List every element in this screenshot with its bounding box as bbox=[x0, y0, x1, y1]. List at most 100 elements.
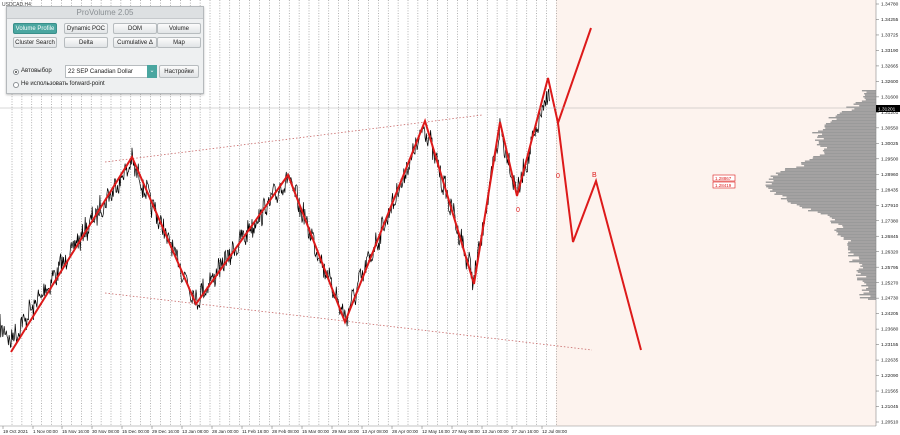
x-tick-label: 27 May 08:00 bbox=[452, 429, 480, 434]
y-tick-label: 1.27380 bbox=[881, 218, 899, 224]
channel-lines bbox=[104, 114, 593, 351]
profile-bar bbox=[818, 130, 876, 132]
y-tick-label: 1.34255 bbox=[881, 17, 899, 23]
current-price-label: 1.31201 bbox=[878, 107, 896, 113]
profile-bar bbox=[820, 145, 876, 147]
profile-bar bbox=[848, 255, 876, 257]
profile-bar bbox=[812, 157, 876, 159]
chart-symbol-label: USDCAD,H4 bbox=[2, 2, 31, 8]
profile-bar bbox=[864, 282, 876, 284]
x-tick-label: 27 Jun 16:00 bbox=[512, 429, 539, 434]
profile-bar bbox=[835, 115, 876, 117]
chevron-down-icon[interactable]: ⌄ bbox=[147, 65, 157, 78]
profile-bar bbox=[824, 153, 876, 155]
profile-bar bbox=[861, 90, 876, 92]
upper-channel-line bbox=[104, 114, 483, 163]
panel-button-5[interactable]: Delta bbox=[64, 37, 108, 48]
profile-bar bbox=[839, 112, 876, 114]
profile-bar bbox=[808, 210, 876, 212]
wave-label: 0 bbox=[516, 207, 520, 214]
profile-bar bbox=[838, 232, 876, 234]
profile-bar bbox=[870, 295, 876, 297]
y-tick-label: 1.32600 bbox=[881, 79, 899, 85]
lower-channel-line bbox=[104, 292, 593, 351]
y-tick-label: 1.27910 bbox=[881, 203, 899, 209]
profile-bar bbox=[866, 288, 876, 290]
price-axis[interactable] bbox=[876, 0, 900, 435]
y-tick-label: 1.23155 bbox=[881, 342, 899, 348]
panel-button-1[interactable]: Dynamic POC bbox=[64, 23, 108, 34]
profile-bar bbox=[866, 283, 876, 285]
panel-button-0[interactable]: Volume Profile bbox=[13, 23, 57, 34]
settings-button[interactable]: Настройки bbox=[159, 65, 199, 78]
profile-bar bbox=[786, 199, 876, 201]
profile-bar bbox=[836, 231, 876, 233]
panel-button-7[interactable]: Map bbox=[157, 37, 201, 48]
profile-bar bbox=[859, 105, 876, 107]
y-tick-label: 1.23680 bbox=[881, 327, 899, 333]
y-tick-label: 1.25795 bbox=[881, 265, 899, 271]
panel-button-6[interactable]: Cumulative Δ bbox=[113, 37, 157, 48]
profile-bar bbox=[834, 229, 876, 231]
profile-bar bbox=[869, 291, 876, 293]
profile-bar bbox=[824, 124, 876, 126]
profile-bar bbox=[847, 247, 876, 249]
profile-bar bbox=[854, 108, 876, 110]
y-tick-label: 1.22090 bbox=[881, 373, 899, 379]
profile-bar bbox=[843, 226, 876, 228]
y-tick-label: 1.21565 bbox=[881, 389, 899, 395]
profile-bar bbox=[831, 222, 876, 224]
y-tick-label: 1.31600 bbox=[881, 94, 899, 100]
profile-bar bbox=[771, 183, 876, 185]
profile-bar bbox=[842, 225, 876, 227]
profile-bar bbox=[864, 97, 876, 99]
y-tick-label: 1.28435 bbox=[881, 187, 899, 193]
profile-bar bbox=[848, 252, 876, 254]
profile-level-boxes: 1.28867 1.28419 bbox=[712, 174, 736, 189]
panel-title[interactable]: ProVolume 2.05 bbox=[7, 7, 203, 19]
profile-level-label: 1.28867 bbox=[715, 176, 732, 181]
profile-bar bbox=[831, 120, 876, 122]
provolume-panel: ProVolume 2.05 Volume Profile Dynamic POC… bbox=[6, 6, 204, 94]
profile-bar bbox=[853, 103, 876, 105]
panel-button-4[interactable]: Cluster Search bbox=[13, 37, 57, 48]
contract-select[interactable]: 22 SEP Canadian Dollar bbox=[65, 65, 157, 78]
profile-bar bbox=[820, 213, 876, 215]
zigzag-wave-line bbox=[10, 27, 592, 353]
profile-bar bbox=[813, 156, 876, 158]
profile-bar bbox=[861, 289, 876, 291]
panel-button-2[interactable]: DOM bbox=[113, 23, 157, 34]
profile-bar bbox=[861, 100, 876, 102]
profile-bar bbox=[784, 169, 876, 171]
profile-bar bbox=[865, 99, 876, 101]
y-tick-label: 1.26845 bbox=[881, 234, 899, 240]
profile-bar bbox=[775, 192, 876, 194]
profile-bar bbox=[768, 187, 876, 189]
y-tick-label: 1.30025 bbox=[881, 141, 899, 147]
profile-bar bbox=[862, 264, 876, 266]
profile-bar bbox=[857, 277, 876, 279]
y-tick-label: 1.29500 bbox=[881, 156, 899, 162]
y-tick-label: 1.34780 bbox=[881, 2, 899, 8]
profile-bar bbox=[850, 250, 876, 252]
x-tick-label: 15 Nov 16:00 bbox=[62, 429, 90, 434]
profile-bar bbox=[824, 148, 876, 150]
profile-bar bbox=[856, 274, 876, 276]
panel-button-3[interactable]: Volume bbox=[157, 23, 201, 34]
profile-bar bbox=[853, 253, 876, 255]
x-tick-label: 13 Apr 08:00 bbox=[362, 429, 388, 434]
y-tick-label: 1.24205 bbox=[881, 311, 899, 317]
profile-bar bbox=[815, 139, 876, 141]
auto-select-checkbox[interactable] bbox=[13, 69, 19, 75]
profile-bar bbox=[786, 196, 876, 198]
x-tick-label: 28 Apr 00:00 bbox=[392, 429, 418, 434]
time-axis[interactable] bbox=[0, 426, 900, 435]
forward-point-checkbox[interactable] bbox=[13, 82, 19, 88]
profile-bar bbox=[770, 190, 876, 192]
x-tick-label: 15 Mar 00:00 bbox=[302, 429, 330, 434]
profile-bar bbox=[857, 279, 876, 281]
profile-bar bbox=[836, 118, 876, 120]
y-tick-label: 1.26320 bbox=[881, 249, 899, 255]
x-tick-label: 13 Jan 08:00 bbox=[182, 429, 209, 434]
